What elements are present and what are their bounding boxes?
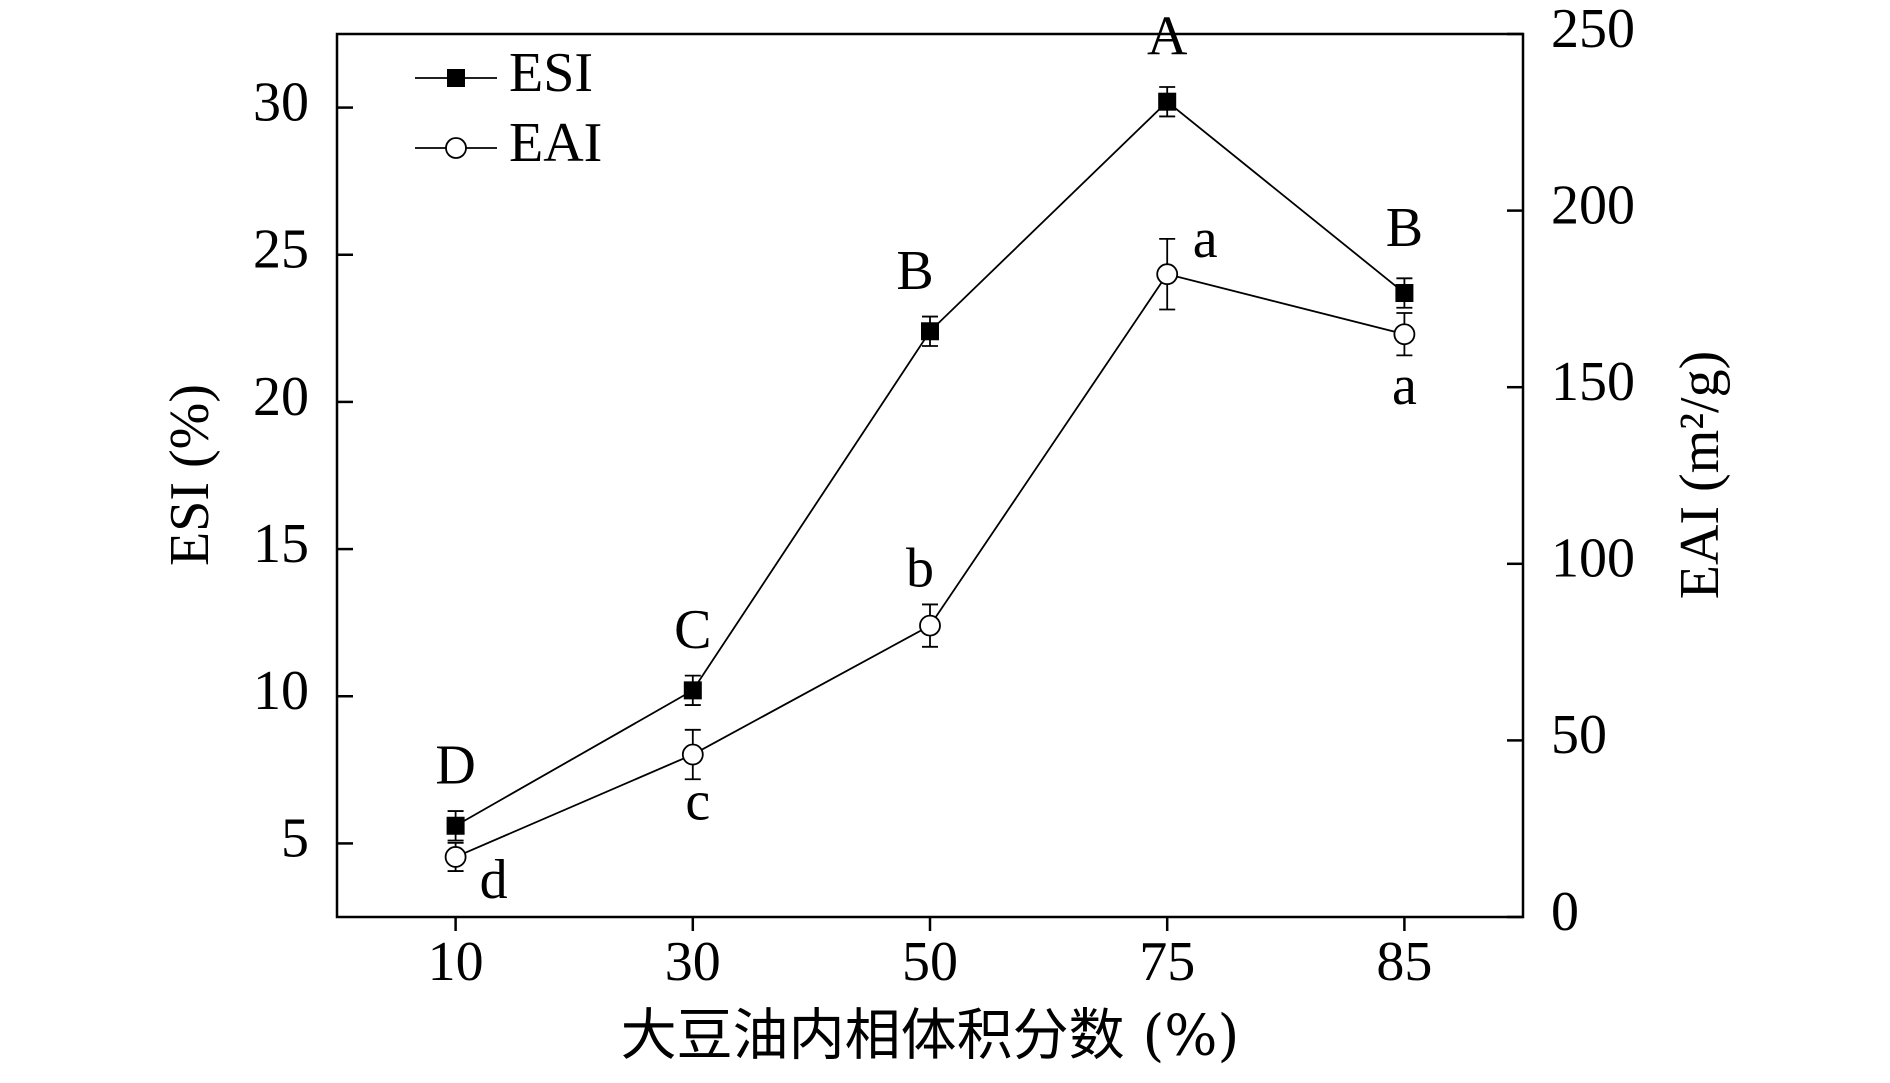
marker bbox=[1156, 263, 1179, 286]
point-letter: a bbox=[1193, 208, 1218, 270]
x-tick-label: 10 bbox=[428, 931, 484, 993]
y2-tick-label: 0 bbox=[1551, 881, 1579, 943]
series-line bbox=[455, 100, 1405, 827]
marker bbox=[446, 816, 465, 835]
marker bbox=[919, 614, 941, 637]
point-letter: b bbox=[906, 537, 934, 599]
y2-tick-label: 250 bbox=[1551, 0, 1635, 60]
y-tick-label: 5 bbox=[281, 807, 309, 869]
y2-axis-label: EAI (m²/g) bbox=[1669, 351, 1731, 600]
point-letter: A bbox=[1147, 6, 1188, 68]
point-letter: d bbox=[480, 849, 508, 911]
point-letter: c bbox=[685, 770, 710, 832]
point-letter: B bbox=[1386, 197, 1423, 259]
point-letter: C bbox=[674, 599, 711, 661]
x-tick-label: 30 bbox=[665, 931, 721, 993]
marker bbox=[444, 846, 467, 868]
y-tick-label: 30 bbox=[253, 71, 309, 133]
y-axis-label: ESI (%) bbox=[159, 384, 221, 566]
y-tick-label: 15 bbox=[253, 513, 309, 575]
y-tick-label: 10 bbox=[253, 660, 309, 722]
marker bbox=[681, 743, 704, 766]
marker bbox=[1393, 323, 1416, 346]
marker bbox=[921, 322, 939, 341]
y-tick-label: 25 bbox=[253, 219, 309, 281]
y2-tick-label: 100 bbox=[1551, 528, 1635, 590]
marker bbox=[1158, 92, 1177, 111]
y2-tick-label: 150 bbox=[1551, 351, 1635, 413]
y2-tick-label: 50 bbox=[1551, 704, 1607, 766]
legend-marker bbox=[445, 137, 467, 159]
legend-label: ESI bbox=[509, 42, 593, 104]
x-axis-label: 大豆油内相体积分数 (%) bbox=[621, 1004, 1240, 1069]
point-letter: D bbox=[435, 735, 475, 797]
legend-label: EAI bbox=[509, 112, 602, 174]
x-tick-label: 75 bbox=[1139, 931, 1195, 993]
x-tick-label: 85 bbox=[1376, 931, 1432, 993]
point-letter: a bbox=[1392, 355, 1417, 417]
marker bbox=[683, 681, 702, 700]
y2-tick-label: 200 bbox=[1551, 174, 1635, 236]
y-tick-label: 20 bbox=[253, 366, 309, 428]
marker bbox=[1395, 284, 1414, 303]
legend-marker bbox=[447, 69, 465, 87]
point-letter: B bbox=[896, 240, 933, 302]
x-tick-label: 50 bbox=[902, 931, 958, 993]
